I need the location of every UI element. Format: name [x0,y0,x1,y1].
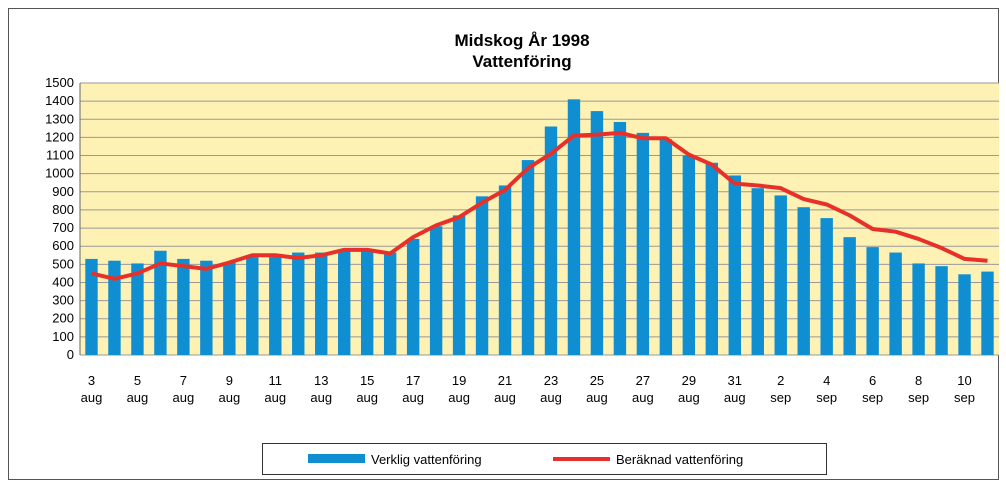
x-tick-label: 7 aug [173,373,195,405]
y-tick-label: 100 [52,329,74,344]
bar [177,258,190,355]
bar [935,266,948,355]
bar [154,250,167,355]
line [91,130,988,281]
bar [774,195,787,355]
x-tick-label: 15 aug [356,373,378,405]
bar [820,218,833,355]
legend-swatch [308,454,365,463]
plot-area [80,83,999,355]
x-tick-label: 25 aug [586,373,608,405]
x-tick-label: 27 aug [632,373,654,405]
y-tick-label: 1500 [45,75,74,90]
bar [751,188,764,355]
bar [544,126,558,356]
bar [85,258,98,355]
x-tick-label: 19 aug [448,373,470,405]
y-tick-label: 1300 [45,111,74,126]
x-tick-label: 8 sep [908,373,929,405]
x-tick-label: 11 aug [264,373,286,405]
bar [521,160,535,355]
bar [659,139,673,355]
bar [223,262,236,355]
bar [682,155,696,355]
bar [981,271,994,355]
bar [292,252,305,355]
chart-title: Midskog År 1998 [454,31,589,50]
chart-subtitle: Vattenföring [472,52,571,71]
bar [315,252,328,355]
bar [613,121,627,355]
bar [246,257,259,355]
y-tick-label: 400 [52,274,74,289]
y-tick-label: 1000 [45,166,74,181]
x-tick-label: 2 sep [770,373,791,405]
x-tick-label: 3 aug [81,373,103,405]
y-tick-label: 1100 [46,148,74,163]
bar [728,175,741,355]
y-tick-label: 1200 [45,129,74,144]
x-tick-label: 9 aug [218,373,240,405]
bar [843,237,856,355]
bar [636,132,650,355]
bar [338,249,351,355]
x-tick-label: 10 sep [954,373,975,405]
x-tick-label: 4 sep [816,373,837,405]
bar [131,263,144,355]
bar [705,162,719,355]
x-tick-label: 6 sep [862,373,883,405]
x-tick-label: 5 aug [127,373,149,405]
x-tick-label: 13 aug [310,373,332,405]
bar [452,215,466,355]
bar [406,238,420,355]
legend-label: Beräknad vattenföring [616,452,743,467]
y-tick-label: 200 [52,311,74,326]
x-tick-label: 29 aug [678,373,700,405]
bar [912,263,925,355]
bar [958,274,971,355]
y-tick-label: 600 [52,238,74,253]
bar [889,252,902,355]
y-tick-label: 800 [52,202,74,217]
legend-label: Verklig vattenföring [371,452,482,467]
bar [475,196,489,355]
bar [108,260,121,355]
bar [383,252,397,355]
y-tick-label: 500 [52,256,74,271]
y-tick-label: 900 [52,184,74,199]
y-tick-label: 0 [67,347,74,362]
bar [200,260,213,355]
x-tick-label: 21 aug [494,373,516,405]
bar [429,226,443,355]
bar [269,257,282,355]
x-tick-label: 23 aug [540,373,562,405]
y-tick-label: 300 [52,293,74,308]
bar [498,185,512,355]
bar [567,99,581,355]
bar [866,247,879,355]
x-tick-label: 31 aug [724,373,746,405]
y-tick-label: 1400 [45,93,74,108]
y-tick-label: 700 [52,220,74,235]
x-tick-label: 17 aug [402,373,424,405]
bar [797,207,810,355]
bar [360,250,374,355]
bar [590,111,604,356]
